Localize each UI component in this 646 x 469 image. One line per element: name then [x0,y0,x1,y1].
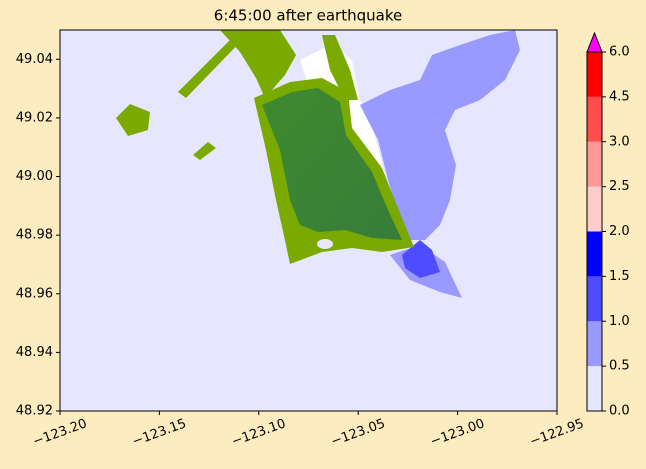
x-tick-label: −123.05 [329,416,387,449]
x-tick-label: −123.20 [31,416,89,449]
colorbar-tick-label: 3.0 [609,134,630,149]
y-tick-label: 48.98 [16,228,53,243]
colorbar-tick-label: 2.5 [609,179,630,194]
y-tick-label: 49.00 [16,169,53,184]
colorbar-segment [587,52,602,97]
colorbar-segment [587,231,602,277]
y-tick-label: 49.04 [16,52,53,67]
colorbar-tick-label: 2.0 [609,224,630,239]
colorbar-tick-label: 0.5 [609,359,630,374]
shallow-flood [360,30,520,240]
x-tick-label: −123.15 [130,416,188,449]
colorbar-segment [587,366,602,411]
colorbar-tick-label: 4.5 [609,89,630,104]
colorbar-segment [587,321,602,367]
colorbar-tick-label: 6.0 [609,45,630,60]
deep-flood [402,240,440,278]
x-tick-label: −123.00 [429,416,487,449]
land-north [220,30,296,98]
colorbar-tick-label: 0.0 [609,404,630,419]
colorbar-segment [587,276,602,322]
y-tick-label: 48.96 [16,286,53,301]
colorbar-tick-label: 1.5 [609,269,630,284]
colorbar-segment [587,186,602,232]
land-north [322,35,358,100]
x-tick-label: −122.95 [528,416,586,449]
colorbar-segment [587,96,602,142]
colorbar: 0.0 0.5 1.0 1.5 2.0 2.5 3.0 4.5 6.0 [586,31,630,419]
colorbar-tick-label: 1.0 [609,314,630,329]
colorbar-segment [587,141,602,187]
land-strip [116,104,150,136]
axes-frame [59,29,558,412]
land-strip [193,142,216,160]
map-layer [116,30,520,298]
chart-title: 6:45:00 after earthquake [214,7,402,25]
y-tick-label: 48.92 [16,404,53,419]
land-strip [178,30,248,98]
y-tick-label: 48.94 [16,345,53,360]
y-tick-label: 49.02 [16,110,53,125]
colorbar-extend [586,31,603,53]
land-dark [262,88,402,240]
island [317,239,333,249]
x-tick-label: −123.10 [230,416,288,449]
